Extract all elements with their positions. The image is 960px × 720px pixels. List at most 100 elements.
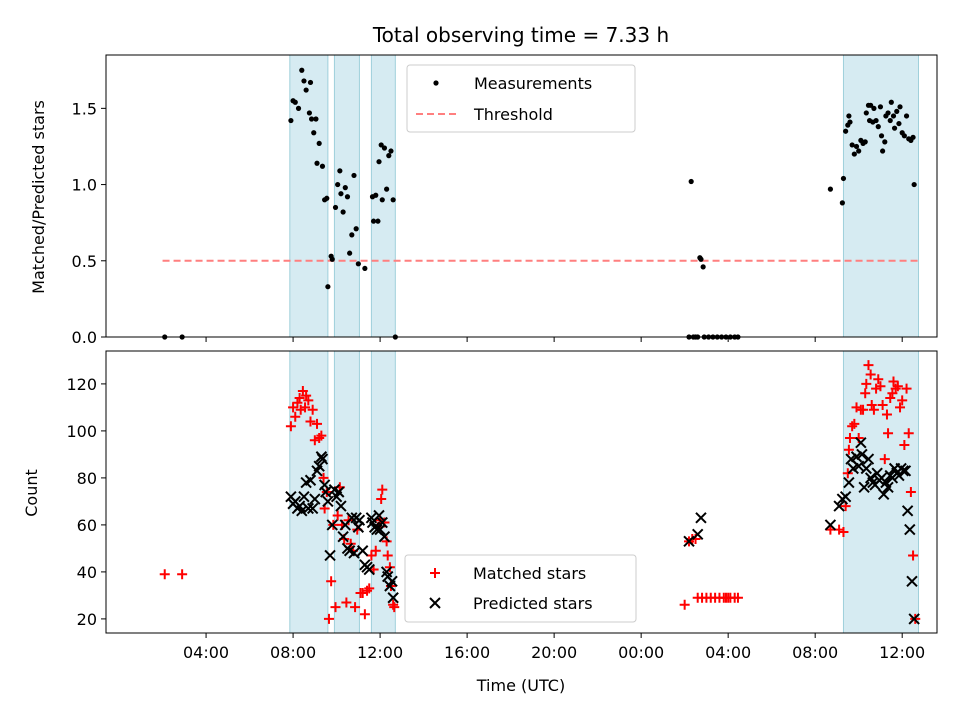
predicted-stars-point-24 — [335, 500, 347, 512]
matched-stars-point-74 — [842, 468, 853, 479]
x-tick-label-4: 20:00 — [531, 643, 577, 662]
y-tick-label-3: 80 — [77, 469, 97, 488]
legend-measurements-marker — [433, 80, 439, 86]
count-points — [159, 360, 921, 625]
measurements-point-28 — [344, 194, 351, 200]
measurements-point-74 — [853, 143, 860, 150]
measurements-point-90 — [882, 139, 888, 145]
measurements-point-22 — [332, 204, 339, 211]
top-y-axis-label: Matched/Predicted stars — [29, 100, 48, 294]
y-tick-label-1: 0.5 — [72, 252, 97, 271]
measurements-point-29 — [347, 250, 353, 256]
predicted-stars-point-9 — [304, 474, 317, 486]
measurements-point-31 — [351, 172, 357, 179]
predicted-stars-point-37 — [363, 563, 375, 576]
matched-stars-point-100 — [892, 381, 903, 392]
predicted-stars-point-10 — [306, 502, 319, 515]
measurements-point-70 — [846, 113, 852, 119]
matched-stars-point-86 — [865, 369, 876, 380]
measurements-point-99 — [897, 104, 903, 110]
matched-stars-point-33 — [350, 602, 361, 613]
measurements-point-101 — [901, 133, 907, 139]
y-tick-label-2: 60 — [77, 516, 97, 535]
measurements-point-37 — [373, 192, 379, 198]
measurements-point-13 — [313, 116, 319, 122]
matched-stars-point-40 — [366, 550, 377, 561]
x-tick-label-2: 12:00 — [357, 643, 403, 662]
bottom-y-axis: 20 40 60 80 100 120 — [66, 375, 106, 629]
measurements-point-43 — [384, 186, 390, 192]
matched-stars-point-3 — [288, 402, 299, 413]
measurements-point-25 — [338, 191, 344, 197]
measurements-point-9 — [306, 110, 312, 116]
matched-stars-point-5 — [292, 397, 303, 408]
measurements-point-44 — [386, 153, 392, 159]
measurements-point-93 — [887, 117, 893, 124]
matched-stars-point-78 — [849, 418, 860, 429]
measurements-point-26 — [340, 209, 346, 215]
matched-stars-point-90 — [873, 374, 884, 385]
measurements-point-21 — [329, 256, 335, 262]
predicted-stars-point-85 — [901, 505, 914, 517]
matched-stars-point-13 — [307, 404, 318, 415]
measurements-point-42 — [381, 145, 388, 151]
legend-predicted-marker — [429, 597, 441, 609]
predicted-stars-point-33 — [353, 514, 366, 526]
matched-stars-point-84 — [861, 378, 872, 389]
predicted-stars-point-5 — [296, 505, 308, 517]
top-legend: Measurements Threshold — [406, 64, 636, 133]
predicted-stars-point-8 — [302, 502, 315, 515]
x-tick-label-3: 16:00 — [444, 643, 490, 662]
matched-stars-point-101 — [895, 402, 906, 413]
matched-stars-point-92 — [877, 400, 888, 411]
measurements-point-14 — [314, 160, 320, 166]
measurements-point-27 — [342, 185, 348, 191]
predicted-stars-point-17 — [320, 486, 332, 498]
measurements-point-4 — [292, 99, 298, 105]
matched-stars-point-21 — [323, 613, 334, 624]
measurements-point-5 — [295, 105, 302, 111]
bottom-axes-frame — [105, 350, 938, 634]
bottom-panel: 20 40 60 80 100 120 04:00 08:00 12:00 16:00 20:00… — [22, 350, 938, 695]
y-tick-label-5: 120 — [66, 375, 97, 394]
predicted-stars-point-88 — [908, 613, 920, 625]
shaded-interval-3 — [842, 54, 920, 338]
matched-stars-point-45 — [376, 494, 387, 505]
x-tick-label-0: 04:00 — [183, 643, 229, 662]
top-shaded-intervals — [289, 54, 920, 338]
y-tick-label-2: 1.0 — [72, 176, 97, 195]
legend-matched-marker — [430, 568, 440, 578]
matched-stars-point-95 — [883, 428, 894, 439]
matched-stars-point-54 — [679, 599, 690, 610]
matched-stars-point-83 — [860, 388, 871, 399]
predicted-stars-point-43 — [374, 523, 386, 536]
matched-stars-point-82 — [858, 404, 869, 415]
matched-stars-point-53 — [389, 602, 400, 613]
predicted-stars-point-30 — [348, 547, 360, 559]
measurements-point-2 — [288, 117, 294, 124]
measurements-point-46 — [390, 197, 396, 203]
predicted-stars-point-66 — [860, 462, 873, 475]
predicted-stars-point-50 — [387, 592, 399, 604]
matched-stars-point-29 — [341, 597, 352, 608]
legend-predicted-label: Predicted stars — [473, 594, 593, 613]
predicted-stars-point-64 — [856, 448, 868, 461]
measurements-point-36 — [370, 218, 377, 224]
matched-stars-point-87 — [866, 400, 877, 411]
measurements-point-38 — [375, 218, 381, 224]
top-x-axis — [205, 337, 903, 342]
predicted-stars-point-84 — [899, 465, 912, 477]
matched-stars-point-91 — [875, 381, 886, 392]
measurements-point-8 — [303, 87, 309, 93]
matched-stars-point-46 — [377, 484, 388, 495]
predicted-stars-point-6 — [298, 490, 310, 503]
measurement-points — [162, 67, 917, 340]
measurements-point-78 — [862, 139, 868, 145]
measurements-point-48 — [688, 178, 694, 185]
measurements-point-87 — [877, 104, 884, 110]
predicted-stars-point-52 — [691, 528, 704, 541]
legend-matched-label: Matched stars — [473, 564, 586, 583]
legend-threshold-label: Threshold — [473, 105, 553, 124]
top-axes-frame — [105, 54, 938, 338]
